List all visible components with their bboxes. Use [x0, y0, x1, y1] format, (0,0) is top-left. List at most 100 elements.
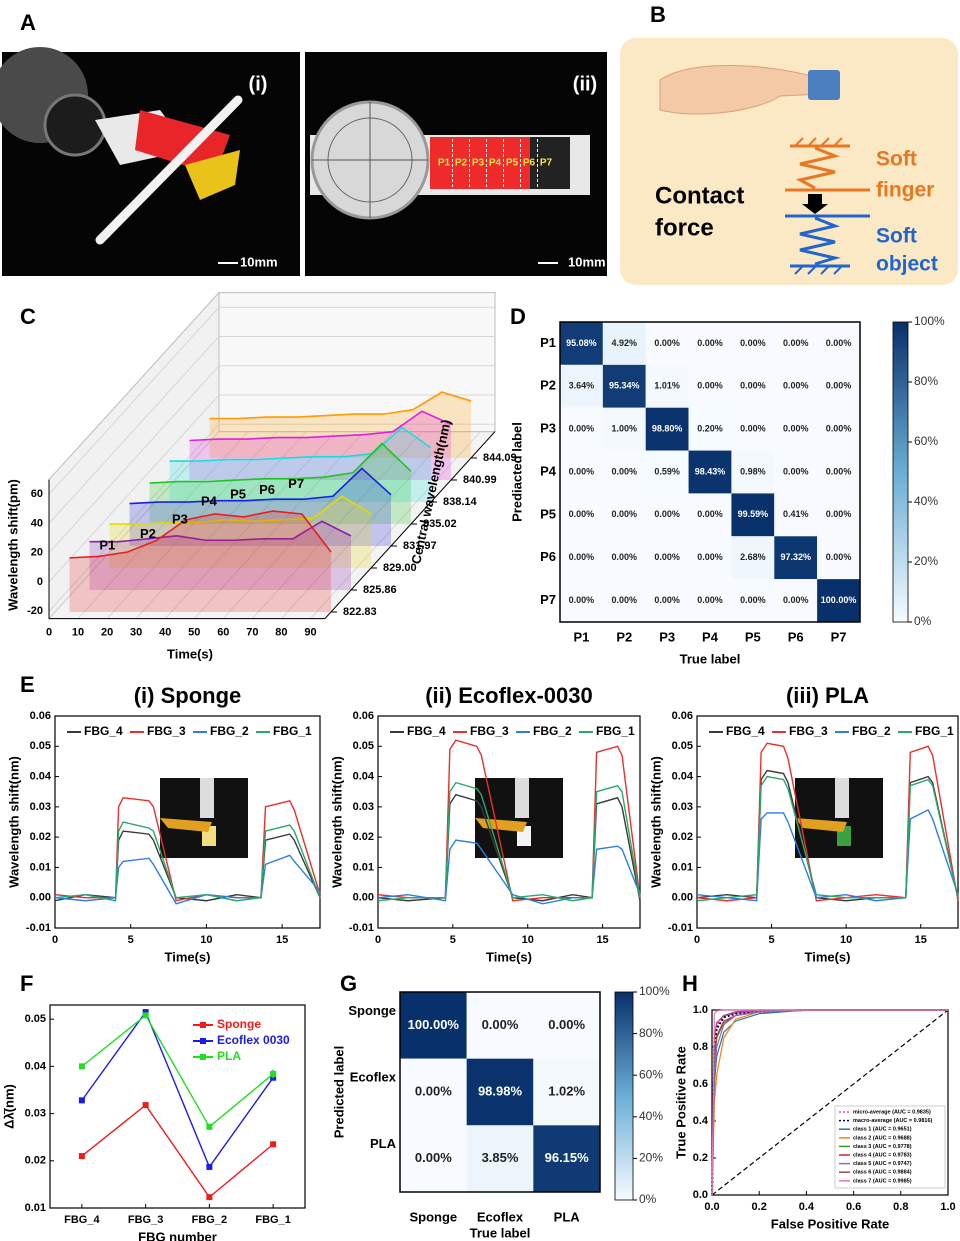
photo-label: (ii) [573, 73, 597, 95]
row-label: P6 [540, 549, 556, 564]
position-label: P4 [489, 158, 502, 169]
colorbar-label: 100% [639, 984, 670, 998]
diagram-label: Soft [876, 225, 917, 248]
cell-label: 96.15% [545, 1150, 590, 1165]
trace-area [169, 427, 432, 502]
series-line [696, 775, 959, 902]
cell-label: 0.00% [654, 338, 680, 348]
grid-line [193, 431, 365, 619]
x-tick-label: 15 [276, 934, 288, 946]
x-tick-label: 50 [188, 627, 200, 639]
legend-label: FBG_3 [147, 724, 186, 738]
cell-label: 4.92% [612, 338, 638, 348]
y-tick-label: -0.01 [26, 922, 51, 934]
x-tick-label: 60 [217, 627, 229, 639]
x-tick-label: 5 [450, 934, 456, 946]
y-tick-label: 0.04 [25, 1060, 47, 1072]
plot-frame [696, 715, 959, 929]
cell [560, 579, 603, 622]
trace-area [129, 468, 392, 546]
cell-label: 0.00% [826, 509, 852, 519]
position-label: P2 [455, 158, 468, 169]
x-tick-label: 0.4 [799, 1201, 815, 1213]
cell-label: 98.43% [695, 466, 726, 476]
cell [688, 536, 732, 580]
z-tick-label: 844.09 [483, 452, 517, 464]
cell [400, 992, 467, 1059]
y-tick-label: 20 [31, 547, 43, 559]
legend-label: FBG_1 [915, 724, 954, 738]
cell-label: 0.00% [654, 595, 680, 605]
cell [731, 536, 775, 580]
colorbar-label: 40% [914, 494, 938, 508]
y-axis-label: True Positive Rate [673, 1046, 688, 1159]
y-tick-label: 0.01 [30, 861, 51, 873]
y-tick-label: 0.03 [672, 801, 693, 813]
cell [602, 450, 646, 494]
cell-label: 1.01% [654, 381, 680, 391]
cell [774, 579, 818, 622]
x-tick-label: 30 [130, 627, 142, 639]
diagram-label: Contact [655, 182, 744, 209]
legend-marker [200, 1054, 206, 1060]
cell-label: 0.00% [740, 595, 766, 605]
cell [602, 322, 646, 365]
cell-label: 99.59% [738, 509, 769, 519]
diagram-label: finger [876, 179, 934, 202]
x-tick-label: 15 [915, 934, 927, 946]
column-label: P5 [745, 629, 761, 644]
x-axis-label: False Positive Rate [771, 1216, 890, 1231]
panel-label: C [20, 304, 36, 329]
marker [270, 1070, 277, 1077]
cell-label: 0.20% [697, 424, 723, 434]
legend-label: class 2 (AUC = 0.9688) [853, 1135, 912, 1141]
cell [645, 407, 689, 451]
cell-label: 0.00% [548, 1017, 585, 1032]
cell [645, 364, 689, 408]
marker [142, 1009, 149, 1016]
x-tick-label: 0.6 [846, 1201, 861, 1213]
annotation: P5 [230, 486, 246, 501]
row-label: P2 [540, 378, 556, 393]
plot-frame [49, 1004, 306, 1209]
cell [817, 407, 860, 451]
cell-label: 0.00% [569, 595, 595, 605]
y-axis-label: Wavelength shift(pm) [5, 479, 20, 611]
z-tick-label: 822.83 [343, 606, 377, 618]
marker [206, 1163, 213, 1170]
legend-label: class 4 (AUC = 0.9783) [853, 1152, 912, 1158]
colorbar-label: 60% [639, 1067, 663, 1081]
cell-label: 100.00% [408, 1017, 460, 1032]
x-axis-label: Time(s) [165, 949, 211, 964]
grid-line [310, 431, 481, 619]
scale-label: 10mm [568, 254, 606, 269]
trace-line [149, 442, 412, 484]
cell [560, 364, 603, 408]
cell-label: 0.00% [826, 466, 852, 476]
y-tick-label: 40 [31, 517, 43, 529]
cell [817, 536, 860, 580]
cell-label: 97.32% [780, 552, 811, 562]
x-tick-label: 10 [840, 934, 852, 946]
cell-label: 0.00% [697, 381, 723, 391]
contact-diagram [620, 38, 958, 285]
cell [731, 579, 775, 622]
cell [688, 364, 732, 408]
legend-label: FBG_2 [210, 724, 249, 738]
annotation: P4 [201, 494, 218, 509]
trace-line [109, 495, 372, 525]
colorbar [892, 321, 909, 623]
y-tick-label: 60 [31, 488, 43, 500]
grid-line [48, 431, 220, 619]
cell [466, 1125, 534, 1192]
x-tick-label: 1.0 [940, 1201, 955, 1213]
cell [688, 407, 732, 451]
grid-line [77, 431, 249, 619]
marker [78, 1097, 85, 1104]
trace-line [89, 520, 352, 543]
z-tick-label: 838.14 [443, 496, 478, 508]
cell-label: 2.68% [740, 552, 766, 562]
y-tick-label: 0.02 [30, 831, 51, 843]
cell-label: 0.00% [740, 381, 766, 391]
